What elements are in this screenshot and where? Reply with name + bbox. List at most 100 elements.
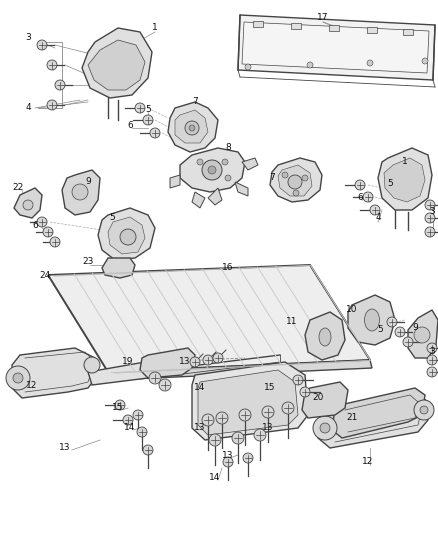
Circle shape (239, 409, 251, 421)
Circle shape (159, 379, 171, 391)
Circle shape (209, 434, 221, 446)
Polygon shape (48, 265, 370, 372)
Polygon shape (278, 165, 312, 196)
Polygon shape (378, 148, 432, 210)
Text: 22: 22 (12, 183, 24, 192)
Text: 6: 6 (127, 120, 133, 130)
Bar (367, 27, 377, 33)
Text: 12: 12 (26, 381, 38, 390)
Circle shape (307, 62, 313, 68)
Text: 3: 3 (429, 207, 435, 216)
Circle shape (115, 400, 125, 410)
Text: 1: 1 (152, 23, 158, 33)
Circle shape (55, 80, 65, 90)
Text: 5: 5 (377, 326, 383, 335)
Text: 14: 14 (194, 384, 206, 392)
Circle shape (302, 175, 308, 181)
Circle shape (84, 357, 100, 373)
Ellipse shape (364, 309, 379, 331)
Circle shape (189, 125, 195, 131)
Text: 1: 1 (402, 157, 408, 166)
Circle shape (43, 227, 53, 237)
Text: 13: 13 (179, 358, 191, 367)
Text: 8: 8 (225, 143, 231, 152)
Polygon shape (242, 22, 429, 73)
Polygon shape (332, 388, 425, 438)
Circle shape (282, 402, 294, 414)
Polygon shape (88, 40, 145, 90)
Polygon shape (108, 360, 372, 380)
Text: 6: 6 (32, 221, 38, 230)
Circle shape (395, 327, 405, 337)
Polygon shape (168, 102, 218, 152)
Circle shape (208, 166, 216, 174)
Polygon shape (170, 175, 180, 188)
Polygon shape (82, 28, 152, 98)
Circle shape (47, 100, 57, 110)
Circle shape (202, 160, 222, 180)
Polygon shape (102, 258, 135, 278)
Circle shape (225, 175, 231, 181)
Circle shape (427, 355, 437, 365)
Bar (253, 21, 263, 27)
Circle shape (202, 414, 214, 426)
Text: 6: 6 (357, 193, 363, 203)
Polygon shape (192, 192, 205, 208)
Text: 16: 16 (222, 263, 234, 272)
Circle shape (414, 400, 434, 420)
Text: 10: 10 (346, 305, 358, 314)
Polygon shape (198, 370, 298, 435)
Text: 3: 3 (429, 348, 435, 357)
Text: 13: 13 (222, 450, 234, 459)
Circle shape (425, 213, 435, 223)
Text: 17: 17 (317, 13, 329, 22)
Circle shape (120, 229, 136, 245)
Text: 20: 20 (312, 393, 324, 402)
Circle shape (135, 103, 145, 113)
Text: 24: 24 (39, 271, 51, 279)
Polygon shape (305, 312, 345, 360)
Circle shape (293, 375, 303, 385)
Circle shape (149, 372, 161, 384)
Text: 14: 14 (124, 424, 136, 432)
Polygon shape (208, 188, 222, 205)
Circle shape (213, 353, 223, 363)
Polygon shape (270, 158, 322, 202)
Text: 19: 19 (122, 358, 134, 367)
Polygon shape (348, 295, 395, 345)
Circle shape (427, 367, 437, 377)
Circle shape (262, 406, 274, 418)
Circle shape (137, 427, 147, 437)
Circle shape (422, 58, 428, 64)
Circle shape (320, 423, 330, 433)
Circle shape (367, 60, 373, 66)
Polygon shape (98, 208, 155, 260)
Text: 7: 7 (192, 98, 198, 107)
Circle shape (143, 115, 153, 125)
Circle shape (282, 172, 288, 178)
Text: 7: 7 (269, 174, 275, 182)
Text: 13: 13 (194, 424, 206, 432)
Circle shape (403, 337, 413, 347)
Text: 4: 4 (25, 103, 31, 112)
Polygon shape (242, 158, 258, 170)
Circle shape (23, 200, 33, 210)
Polygon shape (318, 392, 428, 448)
Polygon shape (14, 188, 42, 218)
Circle shape (387, 317, 397, 327)
Circle shape (254, 429, 266, 441)
Circle shape (203, 355, 213, 365)
Text: 11: 11 (286, 318, 298, 327)
Ellipse shape (319, 328, 331, 346)
Circle shape (190, 357, 200, 367)
Circle shape (232, 432, 244, 444)
Text: 9: 9 (85, 177, 91, 187)
Text: 5: 5 (387, 179, 393, 188)
Circle shape (197, 159, 203, 165)
Polygon shape (192, 362, 308, 440)
Circle shape (414, 327, 430, 343)
Polygon shape (62, 170, 100, 215)
Polygon shape (140, 348, 195, 378)
Circle shape (370, 205, 380, 215)
Polygon shape (384, 158, 425, 202)
